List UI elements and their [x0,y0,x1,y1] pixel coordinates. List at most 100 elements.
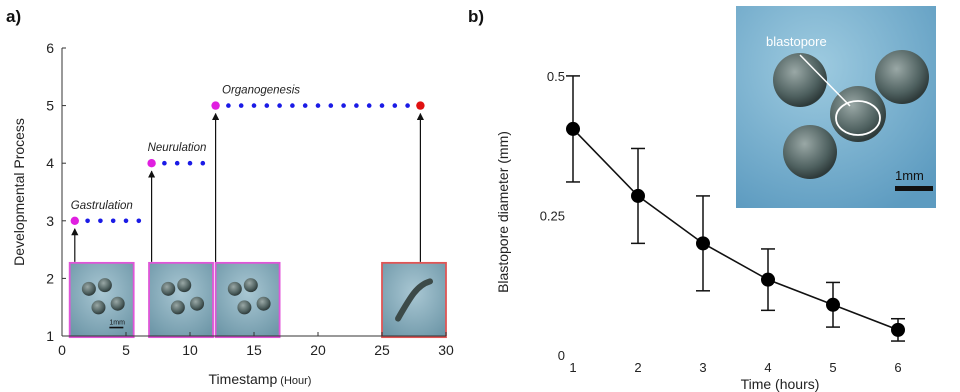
data-point [341,103,346,108]
data-point [631,188,645,203]
data-point [405,103,410,108]
data-point [98,218,103,224]
x-tick-label: 2 [634,360,641,375]
panel-b-chart: 0 0.25 0.5 1 2 3 4 5 6 Blastopore diameter (mm)… [495,69,905,392]
data-point [696,236,710,251]
stage-image [148,261,214,339]
stage-image [214,261,281,339]
x-tick-label: 15 [246,342,262,358]
data-point [354,103,359,108]
blastopore-inset-photo: blastopore 1mm [736,6,936,208]
panel-a-xlabel-unit: (Hour) [277,375,311,387]
data-point [290,103,295,108]
image-scale-bar [109,326,124,329]
data-point [136,218,142,224]
stage-dots [70,101,425,225]
embryo-image [243,278,258,293]
data-point [147,159,156,168]
panel-b-y-ticks: 0 0.25 0.5 [540,69,565,363]
embryo-image [783,125,837,179]
data-point [123,218,129,224]
embryo-image [97,278,112,293]
data-point [85,218,90,224]
embryo-image [91,300,106,315]
embryo-image [170,300,185,315]
panel-a-ylabel: Developmental Process [11,118,27,266]
data-point [416,101,425,110]
data-point [70,216,80,225]
data-point [226,103,231,108]
stage-image-group: 1mm [68,261,447,339]
x-tick-label: 0 [58,342,66,358]
data-point [211,101,220,110]
y-tick-label: 3 [46,213,54,229]
data-point [187,160,193,166]
embryo-image [110,296,125,311]
x-tick-label: 10 [182,342,198,358]
stage-image [381,261,447,339]
series-line [572,128,899,331]
x-tick-label: 1 [569,360,576,375]
stage-label: Organogenesis [222,85,300,97]
y-tick-label: 0 [558,348,565,363]
panel-a-chart: 1mm 1 2 3 4 5 6 0 5 10 15 20 25 30 Gastrulation Neur… [11,40,454,387]
data-point [366,103,372,108]
panel-b-series [566,75,905,342]
y-tick-label: 0.5 [547,69,565,84]
stage-labels: Gastrulation Neurulation Organogenesis [71,85,300,212]
inset-scale-bar [895,186,933,191]
x-tick-label: 25 [374,342,390,358]
tadpole-image [395,278,433,322]
panel-a-y-ticks: 1 2 3 4 5 6 [46,40,66,344]
inset-scale-label: 1mm [895,168,924,183]
x-tick-label: 5 [829,360,836,375]
stage-arrows [71,112,424,262]
embryo-image [81,281,96,296]
y-tick-label: 6 [46,40,54,56]
y-tick-label: 2 [46,270,54,286]
panel-b-x-ticks: 1 2 3 4 5 6 [569,360,901,375]
data-point [392,103,398,108]
panel-a-label: a) [6,7,21,26]
data-point [315,103,321,108]
panel-a-x-ticks: 0 5 10 15 20 25 30 [58,332,454,358]
embryo-image [177,278,192,293]
embryo-image [161,281,176,296]
embryo-image [773,53,827,107]
data-point [328,103,334,108]
x-tick-label: 3 [699,360,706,375]
embryo-image [875,50,929,104]
data-point [200,160,206,166]
embryo-image [237,300,252,315]
data-point [264,103,270,108]
stage-label: Neurulation [148,142,207,154]
data-point [379,103,385,108]
data-point [302,103,308,108]
embryo-image [190,296,205,311]
data-point [566,121,580,136]
panel-a-xlabel-main: Timestamp [209,371,278,387]
data-point [826,297,840,312]
panel-a-xlabel: Timestamp (Hour) [209,371,312,387]
data-point [277,103,282,108]
data-point [761,272,775,287]
x-tick-label: 6 [894,360,901,375]
panel-b-xlabel: Time (hours) [741,376,820,392]
stage-label: Gastrulation [71,200,133,212]
data-point [174,160,180,166]
y-tick-label: 0.25 [540,208,565,223]
embryo-image [256,296,271,311]
y-tick-label: 5 [46,98,54,114]
panel-b-ylabel: Blastopore diameter (mm) [495,131,511,293]
data-point [891,322,905,337]
blastopore-pointer [799,54,851,107]
x-tick-label: 20 [310,342,326,358]
embryo-image [227,281,242,296]
x-tick-label: 30 [438,342,454,358]
data-point [251,103,257,108]
blastopore-outline [835,100,881,136]
y-tick-label: 4 [46,155,54,171]
data-point [162,160,167,166]
blastopore-label: blastopore [766,34,827,49]
